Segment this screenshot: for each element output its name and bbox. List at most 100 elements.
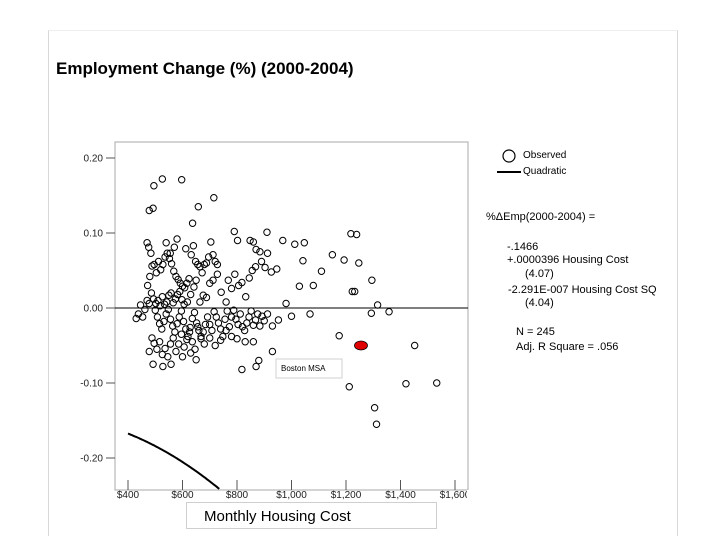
data-point	[174, 340, 183, 348]
data-point	[153, 313, 162, 321]
data-point	[231, 270, 239, 278]
data-point	[328, 251, 337, 259]
y-tick-label: 0.10	[84, 229, 104, 240]
data-point	[164, 305, 173, 314]
data-point	[200, 340, 209, 348]
data-point	[373, 301, 382, 309]
x-tick-label: $600	[171, 490, 194, 501]
data-point	[210, 194, 218, 202]
data-point	[194, 203, 203, 211]
data-point	[194, 323, 202, 331]
data-point	[263, 228, 271, 236]
data-point	[185, 275, 193, 283]
data-point	[222, 326, 230, 335]
data-point	[173, 235, 181, 243]
data-point	[143, 239, 151, 247]
data-point	[433, 379, 441, 387]
data-point	[213, 260, 222, 269]
x-axis: $400 $600 $800 $1,000 $1,200 $1,400 $1,600	[117, 480, 471, 501]
y-tick-label: -0.10	[80, 379, 103, 390]
data-point	[151, 306, 159, 314]
x-axis-title: Monthly Housing Cost	[204, 508, 351, 525]
x-tick-label: $1,600	[440, 490, 471, 501]
data-point	[216, 325, 225, 333]
data-point	[273, 265, 281, 273]
data-point	[287, 312, 296, 320]
data-point	[174, 275, 182, 284]
data-point	[402, 380, 410, 388]
x-axis-title-box	[186, 502, 437, 529]
data-point	[198, 269, 206, 277]
data-point	[150, 182, 158, 190]
data-point	[216, 336, 225, 344]
data-point	[233, 335, 241, 343]
data-point	[260, 317, 268, 325]
data-point	[410, 341, 419, 350]
axis-panel-edge	[467, 490, 570, 500]
data-point	[172, 347, 180, 356]
data-point	[340, 256, 348, 264]
data-point	[158, 293, 167, 301]
data-point	[147, 249, 155, 257]
data-point	[161, 253, 169, 261]
data-point	[209, 251, 217, 259]
data-point	[180, 300, 188, 308]
data-point	[159, 362, 167, 371]
data-point	[241, 338, 249, 346]
data-point	[255, 356, 263, 365]
figure-frame	[48, 30, 678, 536]
data-point	[159, 260, 167, 269]
data-point	[222, 298, 230, 306]
data-point	[351, 287, 359, 296]
quadratic-fit-line	[127, 432, 220, 490]
data-point	[227, 313, 236, 321]
data-point	[242, 293, 250, 301]
data-point	[238, 323, 247, 331]
adj-r-square: Adj. R Square = .056	[516, 341, 619, 353]
data-point	[199, 291, 207, 299]
data-point	[158, 175, 167, 183]
data-point	[197, 332, 205, 341]
data-point	[240, 326, 249, 335]
data-point	[219, 332, 227, 341]
data-point	[248, 266, 256, 275]
x-tick-label: $800	[226, 490, 249, 501]
sample-size: N = 245	[516, 326, 555, 338]
data-point	[196, 298, 204, 306]
data-point	[347, 230, 355, 238]
data-point	[147, 289, 156, 297]
data-point	[233, 236, 242, 245]
data-point	[158, 325, 166, 333]
equation-linear-term: +.0000396 Housing Cost	[507, 254, 629, 266]
data-point	[317, 267, 326, 275]
data-point	[201, 320, 210, 329]
data-point	[153, 345, 161, 353]
data-point	[149, 360, 157, 368]
data-point	[249, 238, 258, 246]
data-point	[141, 305, 149, 314]
data-point	[167, 260, 176, 268]
data-point	[192, 319, 201, 327]
data-point	[230, 227, 238, 236]
data-point	[355, 259, 363, 267]
data-point	[185, 328, 194, 336]
plot-area	[114, 141, 469, 491]
data-point	[170, 243, 179, 251]
data-point	[161, 344, 169, 353]
y-tick-label: -0.20	[80, 454, 103, 465]
data-point	[203, 313, 212, 321]
legend-observed-marker	[502, 149, 516, 163]
data-point	[166, 249, 174, 257]
data-point	[146, 272, 154, 281]
data-point	[268, 322, 277, 330]
data-point	[256, 248, 264, 256]
equation-intercept: -.1466	[507, 241, 539, 253]
boston-msa-label: Boston MSA	[281, 364, 326, 373]
data-point	[263, 249, 272, 257]
data-point	[263, 310, 272, 318]
x-tick-label: $1,400	[385, 490, 416, 501]
chart-title: Employment Change (%) (2000-2004)	[56, 59, 354, 78]
data-point	[208, 326, 216, 335]
data-point	[177, 330, 186, 338]
